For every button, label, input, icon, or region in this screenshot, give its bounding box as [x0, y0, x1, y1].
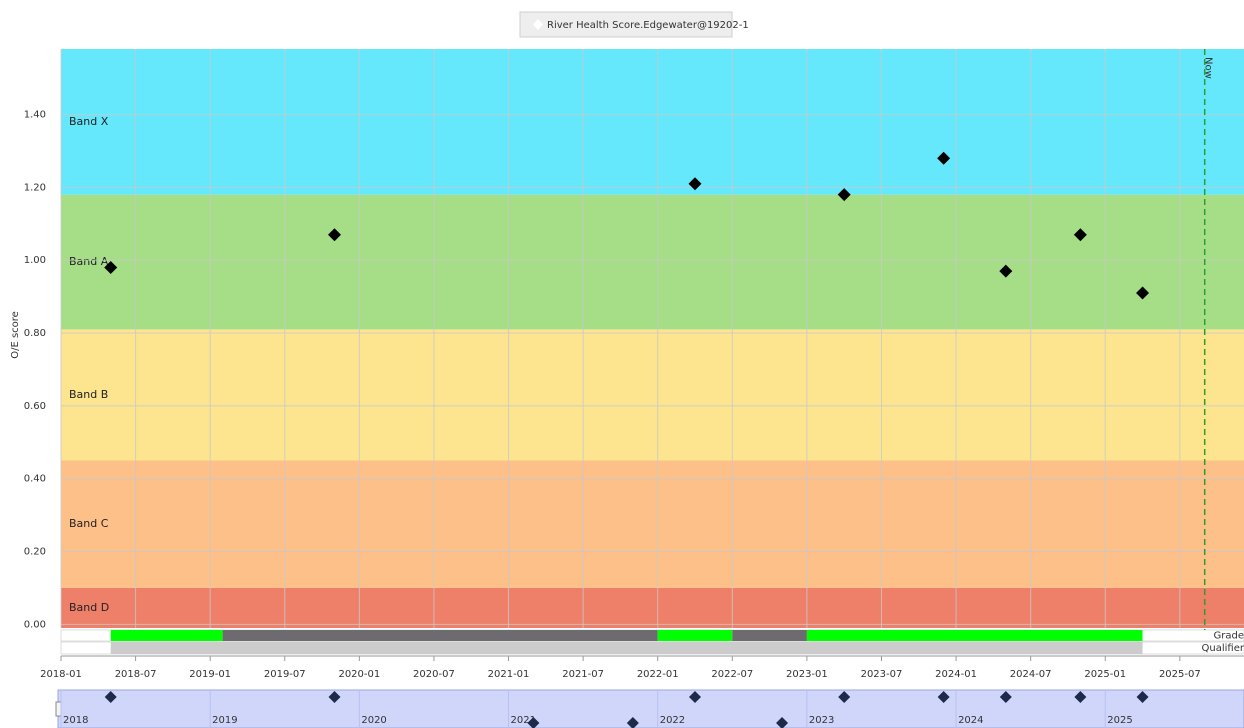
legend-label: River Health Score.Edgewater@19202-1 — [547, 20, 749, 31]
y-tick-label: 0.20 — [24, 547, 46, 558]
y-tick-label: 0.60 — [24, 401, 46, 412]
navigator-year: 2024 — [958, 715, 983, 726]
x-tick-label: 2024-07 — [1010, 669, 1052, 680]
navigator-point — [937, 691, 950, 703]
qualifier-label: Qualifier — [1202, 643, 1244, 654]
point — [999, 264, 1013, 278]
grade-segment — [110, 630, 223, 641]
x-tick-label: 2022-01 — [637, 669, 679, 680]
navigator-year: 2019 — [212, 715, 237, 726]
navigator-point — [1136, 691, 1149, 703]
grade-segment — [806, 630, 1143, 641]
y-tick-label: 0.80 — [24, 328, 46, 339]
x-tick-label: 2021-01 — [488, 669, 530, 680]
x-tick-label: 2024-01 — [935, 669, 977, 680]
x-tick-label: 2018-07 — [115, 669, 157, 680]
x-tick-label: 2019-01 — [189, 669, 231, 680]
navigator-point — [999, 691, 1012, 703]
y-axis-label: O/E score — [10, 311, 21, 359]
navigator-point — [1074, 691, 1087, 703]
x-tick-label: 2025-07 — [1159, 669, 1201, 680]
grade-segment — [657, 630, 733, 641]
navigator-point — [776, 717, 789, 728]
navigator-point — [838, 691, 851, 703]
point — [837, 188, 851, 202]
point — [688, 177, 702, 191]
band-label: Band C — [69, 517, 109, 530]
y-tick-label: 1.20 — [24, 182, 46, 193]
y-tick-label: 1.40 — [24, 110, 46, 121]
band-label: Band X — [69, 115, 109, 128]
x-tick-label: 2022-07 — [711, 669, 753, 680]
point — [1073, 228, 1087, 242]
x-tick-label: 2020-07 — [413, 669, 455, 680]
grade-segment — [222, 630, 658, 641]
x-tick-label: 2019-07 — [264, 669, 306, 680]
point — [937, 151, 951, 165]
band-label: Band D — [69, 601, 109, 614]
x-tick-label: 2021-07 — [562, 669, 604, 680]
legend-marker — [533, 19, 543, 30]
navigator-year: 2020 — [361, 715, 386, 726]
navigator-year: 2021 — [511, 715, 536, 726]
band — [61, 49, 1244, 195]
navigator-point — [328, 691, 341, 703]
x-tick-label: 2018-01 — [40, 669, 82, 680]
navigator-point — [689, 691, 702, 703]
x-tick-label: 2020-01 — [338, 669, 380, 680]
x-tick-label: 2025-01 — [1084, 669, 1126, 680]
navigator-year: 2023 — [809, 715, 834, 726]
now-label: Now — [1203, 57, 1214, 79]
navigator-point — [104, 691, 117, 703]
point — [327, 228, 341, 242]
band — [61, 329, 1244, 461]
point — [1136, 286, 1150, 300]
y-tick-label: 0.00 — [24, 619, 46, 630]
band-label: Band A — [69, 255, 109, 268]
navigator-year: 2025 — [1107, 715, 1132, 726]
x-tick-label: 2023-01 — [786, 669, 828, 680]
navigator-point — [626, 717, 639, 728]
navigator-year: 2022 — [660, 715, 685, 726]
y-tick-label: 0.40 — [24, 474, 46, 485]
band-label: Band B — [69, 388, 108, 401]
navigator-handle[interactable] — [55, 701, 62, 717]
grade-segment — [732, 630, 807, 641]
grade-label: Grade — [1214, 631, 1244, 642]
y-tick-label: 1.00 — [24, 255, 46, 266]
band — [61, 587, 1244, 628]
navigator-point — [527, 717, 540, 728]
x-tick-label: 2023-07 — [861, 669, 903, 680]
navigator-year: 2018 — [63, 715, 88, 726]
band — [61, 460, 1244, 588]
qualifier-segment — [110, 642, 1143, 654]
point — [104, 260, 118, 274]
legend[interactable] — [519, 11, 733, 38]
band — [61, 194, 1244, 330]
